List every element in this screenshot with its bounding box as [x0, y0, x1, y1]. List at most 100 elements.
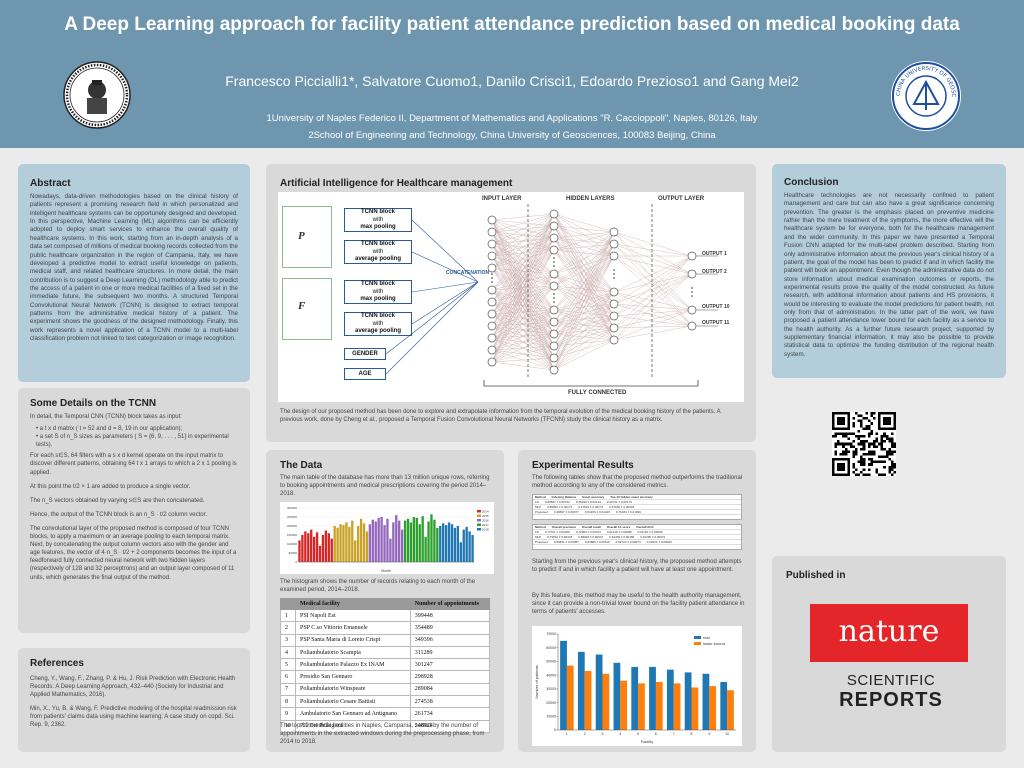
hist-ytick: 50000: [289, 551, 298, 555]
qr-module: [832, 435, 835, 438]
qr-module: [844, 435, 848, 438]
connector-line: [385, 281, 479, 355]
nn-edge: [613, 255, 693, 327]
hist-legend-swatch: [477, 528, 481, 531]
conclusion-title: Conclusion: [784, 177, 839, 188]
qr-module: [865, 417, 868, 420]
table-cell-count: 289084: [409, 682, 491, 697]
nature-logo[interactable]: nature: [810, 604, 968, 662]
res-bar: [691, 687, 699, 730]
hist-legend-swatch: [477, 510, 481, 513]
nn-edge: [613, 273, 693, 317]
table-cell-count: 354489: [409, 621, 491, 635]
qr-module: [880, 455, 884, 459]
qr-module: [862, 440, 866, 443]
qr-code[interactable]: [832, 412, 896, 476]
qr-module: [834, 442, 838, 446]
qr-module: [862, 427, 866, 430]
qr-module: [872, 452, 876, 456]
table-cell-facility: Poliambulatorio Cesare Battisti: [295, 695, 411, 709]
table-row: 4 Poliambulatorio Scampia 311289: [280, 645, 491, 660]
nn-node: [487, 227, 497, 237]
table-row: 8 Poliambulatorio Cesare Battisti 274538: [280, 695, 491, 709]
qr-module: [880, 442, 884, 446]
metrics-cell: 0.79692 ± 0.00318: [547, 535, 573, 539]
res-bar: [602, 673, 610, 730]
gender-label: GENDER: [352, 351, 378, 357]
qr-module: [842, 450, 845, 453]
qr-module: [867, 452, 871, 456]
res-xtick: 10: [725, 732, 729, 736]
nn-edge: [491, 213, 555, 245]
nn-node: [487, 297, 497, 307]
output-10-label: OUTPUT 10: [702, 304, 730, 310]
qr-module: [852, 470, 856, 474]
hist-bar: [336, 527, 339, 562]
hist-bar: [421, 516, 424, 562]
qr-module: [878, 460, 881, 464]
nn-node: [487, 251, 497, 261]
scientific-reports-line-2: REPORTS: [839, 689, 943, 711]
nn-edge: [491, 213, 555, 257]
qr-module: [855, 447, 858, 451]
qr-module: [883, 435, 886, 438]
neural-network-diagram: [385, 204, 718, 387]
res-bar: [577, 651, 585, 730]
metrics-cell: Indexing Balance: [551, 495, 577, 499]
table-cell-facility: PSP Santa Maria di Loreto Crispi: [295, 633, 411, 647]
qr-module: [885, 450, 889, 453]
nn-node: [549, 365, 559, 375]
nn-node: [609, 239, 619, 249]
nn-edge: [613, 231, 693, 327]
res-bar: [709, 686, 717, 730]
qr-module: [872, 440, 876, 443]
res-bar: [613, 662, 621, 730]
qr-module: [842, 442, 845, 446]
gender-box: GENDER: [344, 348, 386, 360]
metrics-row: Proposed 0.83841 ± 0.00387 0.84886 ± 0.001…: [533, 540, 741, 545]
hist-ytick: 300000: [287, 506, 297, 510]
references-title: References: [30, 658, 84, 669]
qr-module: [880, 437, 884, 441]
qr-module: [834, 432, 838, 436]
qr-module: [875, 470, 879, 474]
qr-module: [855, 473, 858, 476]
metrics-cell: LR: [535, 500, 539, 504]
qr-module: [844, 452, 848, 456]
abstract-text: Nowadays, data-driven methodologies base…: [30, 193, 238, 343]
qr-module: [883, 465, 886, 469]
qr-module: [860, 455, 863, 459]
qr-module: [862, 435, 866, 438]
nn-edge: [553, 231, 615, 347]
res-bar: [666, 669, 674, 730]
res-xtick: 3: [602, 732, 604, 736]
qr-module: [852, 463, 856, 466]
res-xlabel: Facility: [641, 739, 653, 744]
qr-module: [844, 447, 848, 451]
nn-edge: [613, 255, 693, 317]
table-row: 10 PO Dei Pellegrini 248924: [280, 719, 491, 733]
qr-module: [862, 463, 866, 466]
nn-edge: [553, 327, 615, 371]
hist-bar: [359, 518, 363, 562]
diagram-area: P F TCNN block with max pooling TCNN blo…: [278, 192, 744, 402]
nn-edge: [491, 267, 555, 347]
affiliation-1: 1University of Naples Federico II, Depar…: [266, 113, 758, 124]
scientific-reports-logo[interactable]: SCIENTIFIC REPORTS: [826, 672, 956, 712]
nn-edge: [491, 267, 555, 371]
scientific-reports-line-1: SCIENTIFIC: [846, 672, 936, 689]
qr-module: [842, 452, 845, 456]
ellipsis-dot: [691, 291, 693, 293]
qr-module: [890, 445, 894, 448]
qr-module: [855, 468, 858, 471]
qr-module: [849, 442, 853, 446]
nn-edge: [613, 243, 693, 275]
table-row: 6 Presidio San Gennaro 298928: [280, 670, 491, 684]
facilities-table: Medical facility Number of appointments …: [280, 598, 491, 733]
qr-module: [870, 450, 873, 453]
reference-2: Min, X., Yu, B. & Wang, F. Predictive mo…: [30, 706, 237, 729]
qr-module: [855, 450, 858, 453]
qr-module: [870, 463, 873, 466]
tcnn-block-3-with: with: [372, 288, 384, 295]
metrics-cell: 0.64469 ± 0.00186: [609, 535, 635, 539]
